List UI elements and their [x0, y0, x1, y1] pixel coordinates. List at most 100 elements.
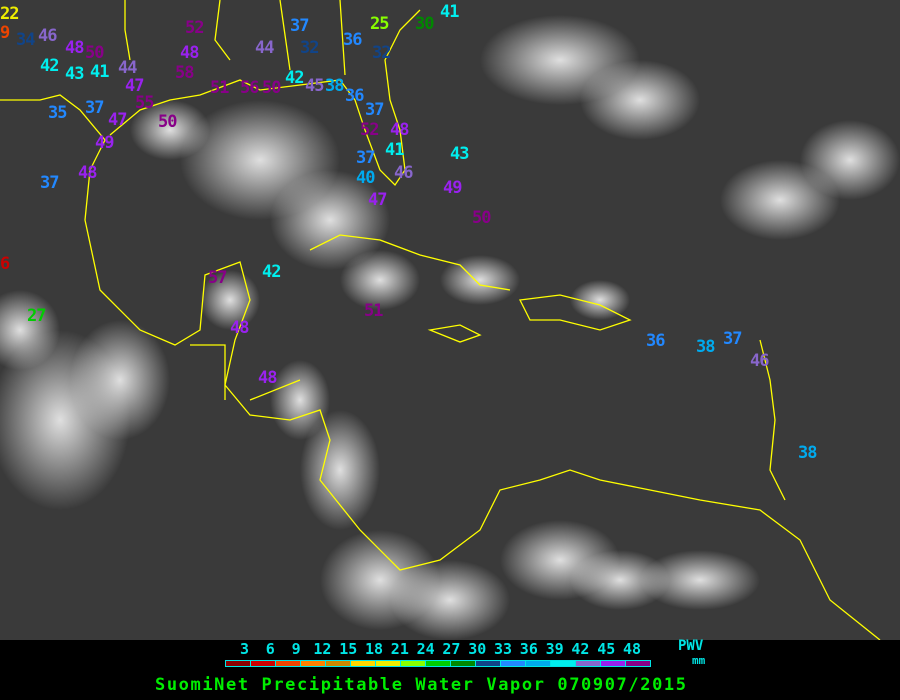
- image-title: SuomiNet Precipitable Water Vapor 070907…: [155, 675, 688, 695]
- cloud: [800, 120, 900, 200]
- station-pwv-value: 27: [27, 306, 47, 326]
- station-pwv-value: 32: [372, 43, 392, 63]
- station-pwv-value: 50: [158, 112, 178, 132]
- legend-swatch: [576, 661, 601, 666]
- station-pwv-value: 47: [368, 190, 388, 210]
- satellite-image: 22 9 34 42 43 41 44 47 35 37 47 49 48 37 46 48 50 58 48 52 5…: [0, 0, 900, 641]
- station-pwv-value: 41: [90, 62, 110, 82]
- station-pwv-value: 57: [208, 268, 228, 288]
- station-pwv-value: 45: [305, 76, 325, 96]
- legend-tick: 3: [240, 640, 250, 658]
- station-pwv-value: 37: [85, 98, 105, 118]
- coastlines: [0, 0, 881, 641]
- legend-tick: 18: [365, 640, 384, 658]
- cloud: [270, 360, 330, 440]
- station-pwv-value: 38: [325, 76, 345, 96]
- station-pwv-value: 58: [175, 63, 195, 83]
- station-pwv-value: 51: [364, 301, 384, 321]
- legend-swatch: [326, 661, 351, 666]
- station-pwv-value: 25: [370, 14, 390, 34]
- station-pwv-value: 48: [230, 318, 250, 338]
- station-pwv-value: 38: [798, 443, 818, 463]
- cloud: [70, 320, 170, 440]
- legend-swatch: [376, 661, 401, 666]
- cloud: [300, 410, 380, 530]
- station-pwv-value: 6: [0, 254, 10, 274]
- cloud: [0, 290, 60, 370]
- legend-tick: 36: [519, 640, 538, 658]
- cloud: [570, 280, 630, 320]
- cloud: [390, 560, 510, 640]
- legend-tick: 48: [623, 640, 642, 658]
- station-pwv-value: 55: [135, 93, 155, 113]
- station-pwv-value: 32: [300, 38, 320, 58]
- station-pwv-value: 40: [356, 168, 376, 188]
- station-pwv-value: 48: [180, 43, 200, 63]
- cloud: [440, 255, 520, 305]
- station-pwv-value: 49: [443, 178, 463, 198]
- legend-tick: 42: [571, 640, 590, 658]
- station-pwv-value: 36: [646, 331, 666, 351]
- legend-tick: 6: [265, 640, 275, 658]
- station-pwv-value: 42: [262, 262, 282, 282]
- station-pwv-value: 50: [85, 43, 105, 63]
- legend-tick: 27: [442, 640, 461, 658]
- station-pwv-value: 51: [210, 78, 230, 98]
- station-pwv-value: 44: [118, 58, 138, 78]
- station-pwv-value: 50: [472, 208, 492, 228]
- legend-swatch: [401, 661, 426, 666]
- legend-swatch: [351, 661, 376, 666]
- station-pwv-value: 46: [394, 163, 414, 183]
- legend-swatch: [551, 661, 576, 666]
- station-pwv-value: 46: [750, 351, 770, 371]
- cloud: [640, 550, 760, 610]
- station-pwv-value: 43: [450, 144, 470, 164]
- station-pwv-value: 41: [385, 140, 405, 160]
- legend-tick: 39: [545, 640, 564, 658]
- legend-swatch: [601, 661, 626, 666]
- cloud: [340, 250, 420, 310]
- legend-tick: 24: [416, 640, 435, 658]
- legend-swatch: [626, 661, 650, 666]
- cloud-cover: [0, 0, 900, 641]
- legend-swatch: [476, 661, 501, 666]
- station-pwv-value: 36: [343, 30, 363, 50]
- cloud: [130, 100, 210, 160]
- station-pwv-value: 50: [262, 78, 282, 98]
- station-pwv-value: 37: [723, 329, 743, 349]
- station-pwv-value: 47: [108, 110, 128, 130]
- station-pwv-value: 37: [356, 148, 376, 168]
- station-pwv-value: 48: [65, 38, 85, 58]
- legend-tick: 21: [390, 640, 409, 658]
- legend-tick: 9: [291, 640, 301, 658]
- station-pwv-value: 43: [65, 64, 85, 84]
- legend-swatch: [501, 661, 526, 666]
- cloud: [270, 170, 390, 270]
- legend-swatch: [226, 661, 251, 666]
- station-pwv-value: 34: [16, 30, 36, 50]
- station-pwv-value: 22: [0, 4, 20, 24]
- station-pwv-value: 48: [390, 120, 410, 140]
- station-pwv-value: 41: [440, 2, 460, 22]
- legend-tick: 12: [313, 640, 332, 658]
- color-scale-bar: [225, 660, 651, 667]
- station-pwv-value: 52: [185, 18, 205, 38]
- legend-swatch: [251, 661, 276, 666]
- legend-tick: 15: [339, 640, 358, 658]
- station-pwv-value: 37: [290, 16, 310, 36]
- station-pwv-value: 48: [78, 163, 98, 183]
- cloud: [570, 550, 670, 610]
- station-pwv-value: 42: [40, 56, 60, 76]
- station-pwv-value: 52: [360, 120, 380, 140]
- station-pwv-value: 42: [285, 68, 305, 88]
- station-pwv-value: 30: [415, 14, 435, 34]
- station-pwv-value: 38: [696, 337, 716, 357]
- legend-tick: 30: [468, 640, 487, 658]
- legend-swatch: [426, 661, 451, 666]
- station-pwv-value: 47: [125, 76, 145, 96]
- station-pwv-value: 37: [365, 100, 385, 120]
- legend-swatch: [276, 661, 301, 666]
- station-pwv-value: 46: [38, 26, 58, 46]
- station-pwv-value: 44: [255, 38, 275, 58]
